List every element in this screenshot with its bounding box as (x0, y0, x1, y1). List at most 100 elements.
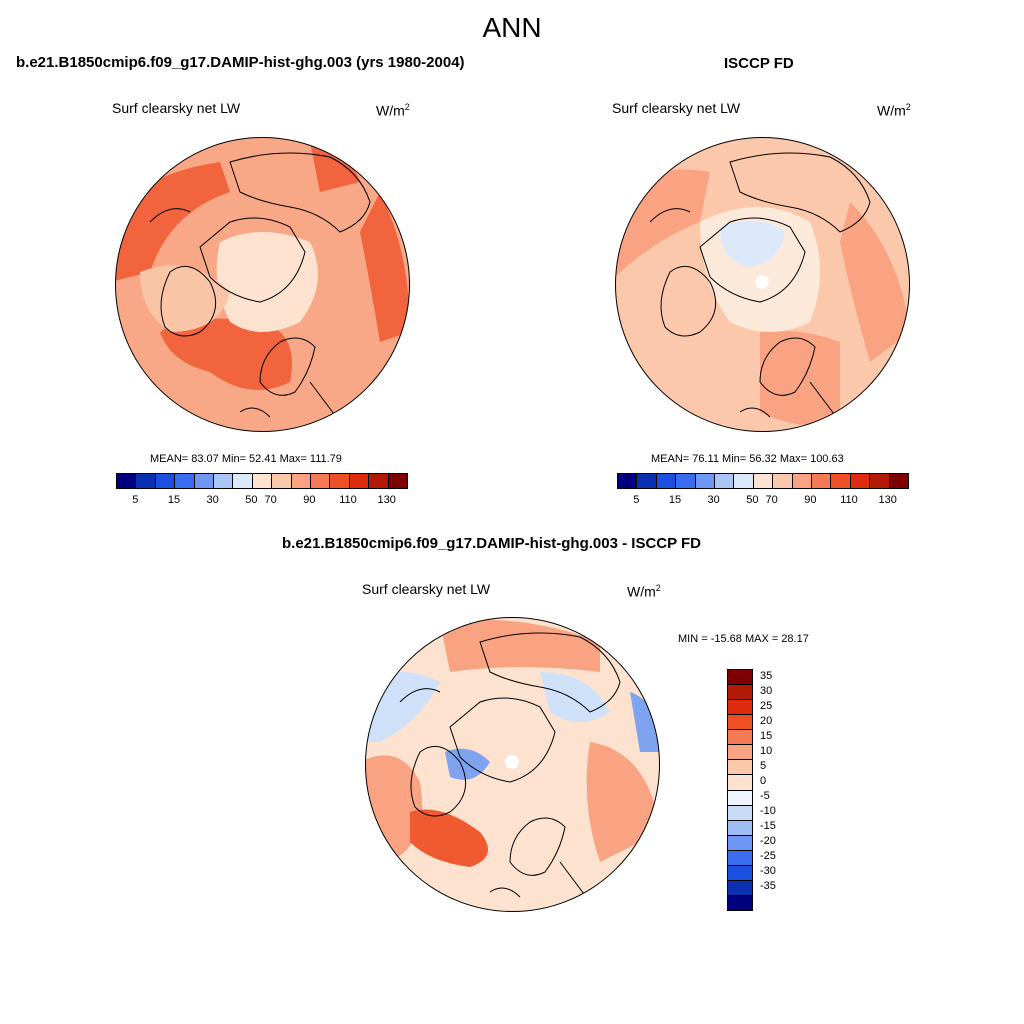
diff-pole-hole (505, 755, 519, 769)
model-colorbar-swatch (233, 474, 253, 488)
model-panel-title: b.e21.B1850cmip6.f09_g17.DAMIP-hist-ghg.… (16, 54, 465, 71)
diff-colorbar-swatch (728, 895, 752, 910)
diff-colorbar-tick-label: 15 (760, 730, 773, 742)
diff-field-positive-region (586, 742, 660, 862)
diff-variable-label: Surf clearsky net LW (362, 581, 491, 597)
model-colorbar-swatch (155, 474, 176, 488)
diff-colorbar-swatch (728, 730, 752, 746)
diff-colorbar-tick-label: -25 (760, 850, 776, 862)
obs-colorbar-tick-label: 130 (878, 494, 897, 506)
model-colorbar-tick-label: 90 (303, 494, 316, 506)
model-colorbar-swatch (117, 474, 137, 488)
model-field-high-region (360, 192, 410, 342)
model-units: W/m2 (376, 102, 410, 119)
obs-colorbar-tick-label: 30 (707, 494, 720, 506)
diff-colorbar-swatch (728, 865, 752, 881)
obs-colorbar-tick-label: 90 (804, 494, 817, 506)
obs-panel-title: ISCCP FD (724, 55, 794, 72)
diff-colorbar-swatch (728, 835, 752, 851)
diff-colorbar-tick-label: 30 (760, 685, 773, 697)
model-colorbar-tick-label: 15 (167, 494, 181, 506)
obs-colorbar-swatch (637, 474, 657, 488)
obs-colorbar-tick-label: 70 (765, 494, 778, 506)
obs-field-high-region (760, 330, 840, 426)
obs-colorbar-swatch (831, 474, 851, 488)
diff-colorbar-tick-label: -35 (760, 880, 776, 892)
diff-colorbar-tick-label: -5 (760, 790, 770, 802)
diff-colorbar-tick-label: 35 (760, 670, 773, 682)
obs-colorbar-swatch (676, 474, 696, 488)
obs-colorbar-swatch (695, 474, 716, 488)
model-colorbar-tick-label: 50 (245, 494, 258, 506)
diff-field-negative-region (630, 692, 660, 752)
model-colorbar-tick-label: 5 (132, 494, 139, 506)
diff-colorbar (727, 669, 753, 911)
model-colorbar-tick-label: 110 (339, 494, 357, 506)
diff-map-border (365, 617, 660, 912)
obs-colorbar-swatch (792, 474, 813, 488)
model-variable-label: Surf clearsky net LW (112, 100, 241, 116)
diff-colorbar-swatch (728, 745, 752, 761)
figure-title: ANN (482, 12, 542, 43)
model-coastlines (149, 152, 371, 423)
model-field-mid-region (140, 265, 230, 332)
diff-colorbar-ticks: 35 30 25 20 15 10 5 0 -5 -10 -15 -20 -25 -30 -35 (760, 669, 820, 909)
obs-colorbar-swatch (715, 474, 735, 488)
diff-colorbar-swatch (728, 850, 752, 866)
model-colorbar-swatch (194, 474, 215, 488)
obs-colorbar-tick-label: 110 (840, 494, 858, 506)
obs-colorbar-swatch (812, 474, 832, 488)
obs-stats: MEAN= 76.11 Min= 56.32 Max= 100.63 (651, 453, 844, 465)
diff-field-negative-region (540, 672, 610, 722)
diff-colorbar-swatch (728, 670, 752, 686)
model-colorbar-swatch (311, 474, 331, 488)
model-colorbar-swatch (388, 474, 408, 488)
diff-colorbar-tick-label: -15 (760, 820, 776, 832)
obs-coastlines (649, 152, 871, 423)
obs-colorbar-swatch (734, 474, 754, 488)
model-field-low-region (216, 232, 318, 332)
diff-colorbar-swatch (728, 820, 752, 836)
diff-colorbar-tick-label: -20 (760, 835, 776, 847)
diff-polar-map (365, 617, 660, 912)
model-colorbar-swatch (330, 474, 350, 488)
model-field-high-region (160, 318, 292, 390)
model-polar-map (115, 137, 410, 432)
diff-colorbar-swatch (728, 880, 752, 896)
obs-units: W/m2 (877, 102, 911, 119)
obs-colorbar-swatch (618, 474, 638, 488)
model-colorbar-swatch (214, 474, 234, 488)
diff-colorbar-tick-label: -10 (760, 805, 776, 817)
model-colorbar-swatch (291, 474, 312, 488)
obs-colorbar-tick-label: 15 (668, 494, 682, 506)
diff-panel-title: b.e21.B1850cmip6.f09_g17.DAMIP-hist-ghg.… (282, 535, 702, 552)
obs-colorbar-swatch (753, 474, 774, 488)
model-colorbar (116, 473, 408, 489)
diff-units: W/m2 (627, 583, 661, 600)
obs-variable-label: Surf clearsky net LW (612, 100, 741, 116)
model-colorbar-swatch (252, 474, 273, 488)
diff-colorbar-tick-label: 20 (760, 715, 773, 727)
diff-colorbar-swatch (728, 790, 752, 806)
model-colorbar-tick-label: 70 (264, 494, 277, 506)
model-colorbar-swatch (272, 474, 292, 488)
obs-colorbar-swatch (889, 474, 909, 488)
obs-pole-hole (755, 275, 769, 289)
diff-colorbar-tick-label: 5 (760, 760, 767, 772)
obs-colorbar-swatch (870, 474, 890, 488)
obs-colorbar-tick-label: 5 (633, 494, 640, 506)
obs-colorbar-swatch (773, 474, 793, 488)
diff-stats: MIN = -15.68 MAX = 28.17 (678, 633, 809, 645)
obs-colorbar-swatch (850, 474, 871, 488)
diff-colorbar-tick-label: 0 (760, 775, 767, 787)
obs-map-border (615, 137, 910, 432)
diff-colorbar-tick-label: -30 (760, 865, 776, 877)
diff-colorbar-tick-label: 25 (760, 700, 773, 712)
model-stats: MEAN= 83.07 Min= 52.41 Max= 111.79 (150, 453, 342, 465)
diff-colorbar-tick-label: 10 (760, 745, 773, 757)
model-field-high-region (310, 142, 360, 192)
diff-colorbar-swatch (728, 805, 752, 821)
model-colorbar-swatch (349, 474, 370, 488)
model-colorbar-swatch (369, 474, 389, 488)
model-map-border (115, 137, 410, 432)
